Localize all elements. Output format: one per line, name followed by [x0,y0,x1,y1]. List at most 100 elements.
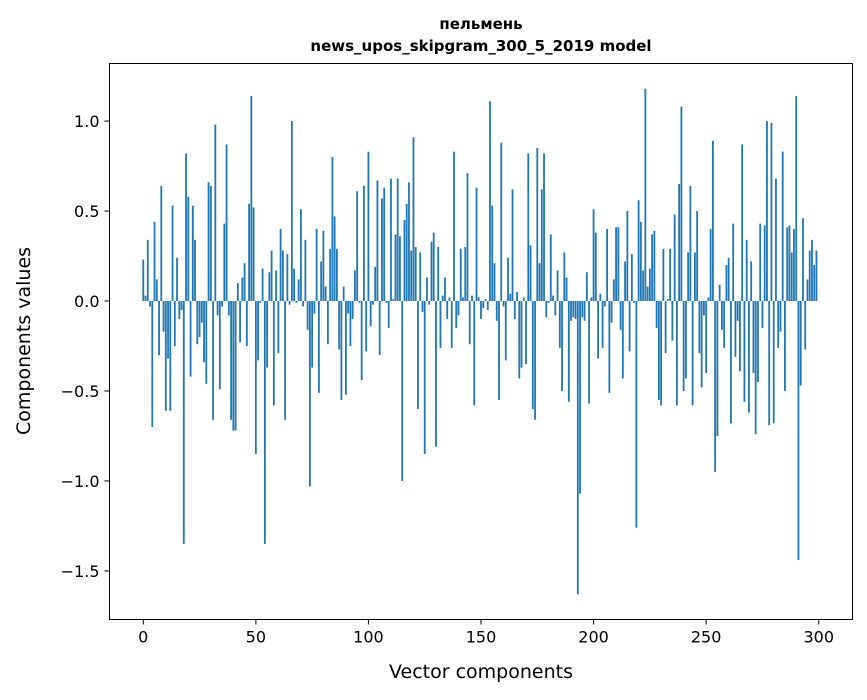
bar [275,270,278,302]
bar [187,196,190,302]
bar [189,301,192,377]
bar [146,239,149,302]
bar [394,234,397,302]
bar [448,297,451,302]
bar [712,140,714,302]
bar [459,248,462,302]
bar [324,286,327,302]
bar [775,178,777,302]
bar [236,283,239,302]
bar [295,301,298,303]
bar [552,295,554,302]
bar [446,301,449,320]
bar [664,301,667,354]
bar [716,301,719,436]
bar [290,121,293,302]
bar [583,301,586,321]
bar [313,301,316,314]
bar [241,277,244,302]
bar [293,268,296,302]
bar [412,137,415,302]
bar [223,223,226,302]
bar [372,301,374,305]
bar [748,301,750,413]
bar [311,301,314,368]
bar [666,299,669,302]
bar [709,229,712,302]
bar [682,301,685,391]
x-tick-label: 0 [138,628,148,647]
bar [612,279,615,302]
bar [772,301,775,424]
bar [745,239,748,302]
bar [531,301,534,409]
bar [689,185,692,302]
bar [779,301,782,332]
bar [169,301,172,411]
bar [468,301,471,345]
bar [342,286,345,302]
bar [345,301,347,395]
bar [306,301,309,330]
bar [336,248,338,302]
bar [802,218,804,302]
y-tick-label: −1.5 [61,562,100,581]
bar [732,223,735,302]
bar [383,187,386,302]
bar [360,301,363,381]
bar [299,209,302,302]
bars-group [142,88,818,595]
bar [455,301,458,329]
bar [421,301,424,312]
bar [414,247,417,302]
x-tick-label: 100 [353,628,384,647]
bar [419,252,422,302]
bar [502,301,505,307]
bar [331,157,334,302]
bar [243,263,246,302]
bar [385,301,388,303]
bar [475,187,478,302]
bar [354,270,356,302]
bar [678,184,681,302]
bar [811,239,813,302]
bar [408,182,410,302]
bar [739,301,741,372]
bar [182,301,185,544]
bar [624,261,626,302]
bar [588,301,590,404]
bar [214,124,217,302]
bar [376,180,379,302]
bar [322,230,325,302]
bar [207,182,210,302]
bar [673,214,676,302]
bar [813,265,816,302]
bar [525,301,527,364]
bar [239,301,241,343]
bar [158,301,160,355]
bar [570,301,572,321]
bar [250,95,253,302]
y-tick-label: 1.0 [74,112,99,131]
bar [401,301,404,481]
bar [151,301,154,427]
bar [556,270,559,302]
bar [639,221,642,302]
bar [203,301,205,363]
x-axis-label: Vector components [389,661,573,683]
plot-frame [109,63,853,620]
bar [399,236,401,302]
bar [700,301,703,388]
bar [216,301,219,316]
bar [317,301,320,393]
bar [594,232,597,302]
bar [480,301,482,320]
bar [648,268,651,302]
bar [603,301,606,307]
bar [723,301,726,348]
y-tick-label: −0.5 [61,382,100,401]
bar [272,301,275,406]
bar [196,301,199,345]
bar [606,229,608,302]
bar [540,189,543,302]
